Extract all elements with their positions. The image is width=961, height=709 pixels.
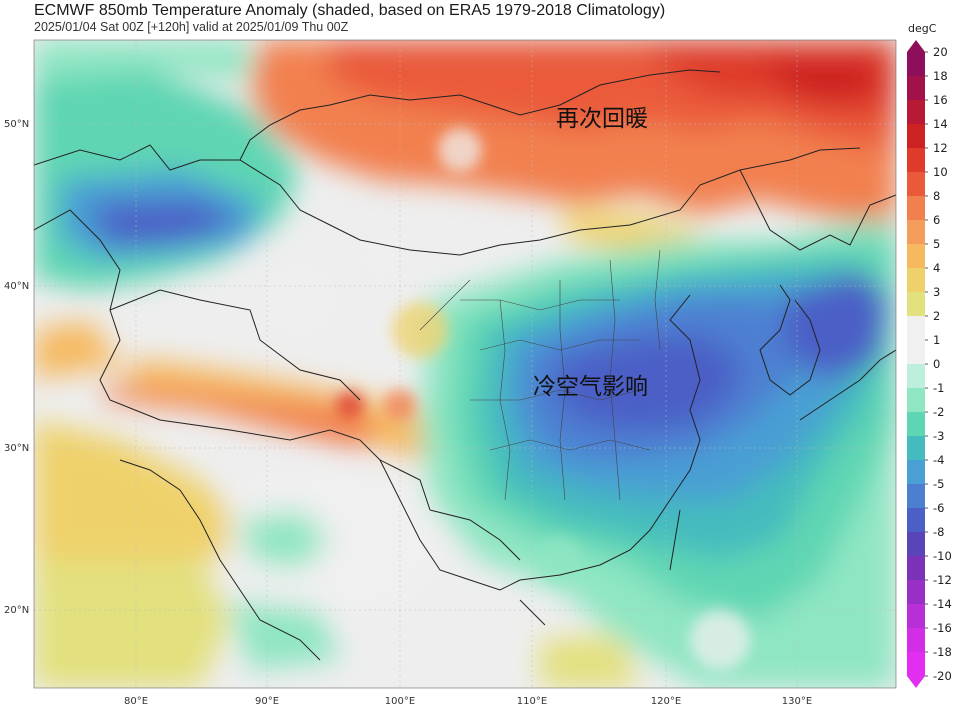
colorbar-band <box>907 412 925 437</box>
cold-annotation: 冷空气影响 <box>533 374 648 400</box>
lon-label: 90°E <box>255 696 279 707</box>
colorbar-tick-label: 14 <box>933 117 948 131</box>
colorbar-tick-label: 3 <box>933 285 940 299</box>
lon-label: 100°E <box>385 696 415 707</box>
lon-label: 130°E <box>782 696 812 707</box>
colorbar-bands <box>907 52 925 677</box>
colorbar-tick-label: 16 <box>933 93 948 107</box>
map-title: ECMWF 850mb Temperature Anomaly (shaded,… <box>34 2 666 19</box>
colorbar-tick-label: 1 <box>933 333 940 347</box>
colorbar-tick-label: -14 <box>933 597 952 611</box>
lon-label: 120°E <box>651 696 681 707</box>
colorbar-band <box>907 124 925 149</box>
colorbar-tick-label: 2 <box>933 309 940 323</box>
colorbar-band <box>907 292 925 317</box>
colorbar-band <box>907 508 925 533</box>
colorbar-band <box>907 388 925 413</box>
colorbar: 20181614121086543210-1-2-3-4-5-6-8-10-12… <box>907 40 952 688</box>
colorbar-tick-label: 4 <box>933 261 940 275</box>
colorbar-band <box>907 244 925 269</box>
colorbar-tick-label: -6 <box>933 501 944 515</box>
colorbar-band <box>907 532 925 557</box>
colorbar-tick-label: -2 <box>933 405 944 419</box>
colorbar-band <box>907 148 925 173</box>
lat-label: 20°N <box>4 605 29 616</box>
colorbar-band <box>907 196 925 221</box>
shaded-field <box>34 40 896 688</box>
colorbar-tick-label: 10 <box>933 165 948 179</box>
colorbar-band <box>907 100 925 125</box>
lon-labels: 80°E 90°E 100°E 110°E 120°E 130°E <box>124 696 812 707</box>
colorbar-tick-label: 8 <box>933 189 940 203</box>
colorbar-band <box>907 76 925 101</box>
colorbar-tick-label: -4 <box>933 453 944 467</box>
colorbar-tick-label: 6 <box>933 213 940 227</box>
colorbar-band <box>907 652 925 677</box>
colorbar-tick-label: 18 <box>933 69 948 83</box>
colorbar-band <box>907 364 925 389</box>
lat-label: 30°N <box>4 443 29 454</box>
map-subtitle: 2025/01/04 Sat 00Z [+120h] valid at 2025… <box>34 20 349 34</box>
colorbar-tick-label: -1 <box>933 381 944 395</box>
graticule <box>34 40 896 688</box>
colorbar-band <box>907 484 925 509</box>
colorbar-band <box>907 460 925 485</box>
colorbar-unit: degC <box>908 22 937 35</box>
colorbar-band <box>907 628 925 653</box>
colorbar-band <box>907 604 925 629</box>
colorbar-tick-label: -3 <box>933 429 944 443</box>
colorbar-tick-label: -20 <box>933 669 952 683</box>
colorbar-top-arrow <box>907 40 925 52</box>
colorbar-tick-label: 12 <box>933 141 948 155</box>
colorbar-band <box>907 580 925 605</box>
province-boundaries <box>419 249 661 501</box>
colorbar-band <box>907 436 925 461</box>
colorbar-band <box>907 316 925 341</box>
colorbar-band <box>907 172 925 197</box>
lon-label: 80°E <box>124 696 148 707</box>
colorbar-band <box>907 340 925 365</box>
lat-label: 40°N <box>4 281 29 292</box>
colorbar-tick-label: -16 <box>933 621 952 635</box>
lat-labels: 50°N 40°N 30°N 20°N <box>4 119 29 616</box>
colorbar-tick-label: 5 <box>933 237 940 251</box>
colorbar-ticks: 20181614121086543210-1-2-3-4-5-6-8-10-12… <box>925 45 952 683</box>
map-frame <box>33 39 897 689</box>
colorbar-tick-label: -5 <box>933 477 944 491</box>
colorbar-tick-label: -18 <box>933 645 952 659</box>
lon-label: 110°E <box>517 696 547 707</box>
colorbar-band <box>907 268 925 293</box>
colorbar-tick-label: 0 <box>933 357 940 371</box>
colorbar-tick-label: -10 <box>933 549 952 563</box>
colorbar-band <box>907 556 925 581</box>
colorbar-tick-label: -8 <box>933 525 944 539</box>
colorbar-band <box>907 220 925 245</box>
colorbar-tick-label: -12 <box>933 573 952 587</box>
colorbar-bottom-arrow <box>907 676 925 688</box>
colorbar-tick-label: 20 <box>933 45 948 59</box>
warm-annotation: 再次回暖 <box>556 106 648 132</box>
country-boundaries <box>34 69 896 661</box>
colorbar-band <box>907 52 925 77</box>
lat-label: 50°N <box>4 119 29 130</box>
